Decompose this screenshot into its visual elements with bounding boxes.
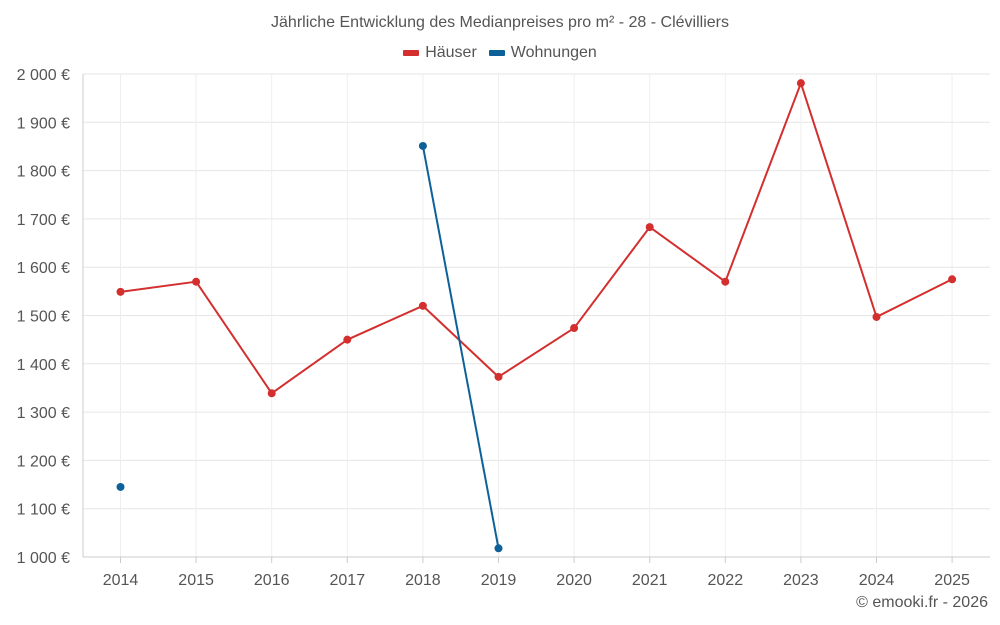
y-tick-label: 1 900 € (17, 115, 70, 132)
data-point-haeuser (343, 335, 352, 344)
x-tick-label: 2016 (254, 572, 290, 589)
series-line-haeuser (120, 82, 953, 395)
y-tick-label: 1 000 € (17, 550, 70, 567)
data-point-haeuser (192, 277, 201, 286)
data-point-haeuser (645, 223, 654, 232)
legend-label-wohnungen: Wohnungen (510, 44, 597, 61)
y-tick-label: 1 400 € (17, 357, 70, 374)
data-point-haeuser (796, 79, 805, 88)
x-tick-label: 2020 (556, 572, 592, 589)
data-point-wohnungen (116, 482, 125, 491)
x-tick-label: 2024 (859, 572, 895, 589)
y-tick-label: 1 500 € (17, 309, 70, 326)
data-point-haeuser (872, 312, 881, 321)
x-tick-label: 2019 (481, 572, 517, 589)
x-tick-label: 2022 (708, 572, 744, 589)
y-tick-label: 2 000 € (17, 67, 70, 84)
legend-swatch-haeuser (403, 50, 420, 56)
legend-label-haeuser: Häuser (425, 44, 477, 61)
series-line-wohnungen (421, 145, 500, 549)
y-tick-label: 1 300 € (17, 405, 70, 422)
data-point-haeuser (267, 389, 276, 398)
legend: Häuser Wohnungen (0, 44, 1000, 62)
y-tick-label: 1 600 € (17, 260, 70, 277)
y-tick-label: 1 700 € (17, 212, 70, 229)
x-tick-label: 2025 (934, 572, 970, 589)
legend-item-haeuser[interactable]: Häuser (403, 44, 477, 62)
x-tick-label: 2021 (632, 572, 668, 589)
x-tick-label: 2014 (103, 572, 139, 589)
data-point-haeuser (948, 275, 957, 284)
y-tick-label: 1 800 € (17, 164, 70, 181)
x-tick-label: 2023 (783, 572, 819, 589)
data-point-haeuser (494, 372, 503, 381)
data-point-wohnungen (494, 544, 503, 553)
copyright-footer: © emooki.fr - 2026 (856, 594, 988, 611)
legend-item-wohnungen[interactable]: Wohnungen (488, 44, 597, 62)
x-tick-label: 2015 (178, 572, 214, 589)
data-point-wohnungen (418, 141, 427, 150)
x-tick-label: 2018 (405, 572, 441, 589)
data-point-haeuser (570, 324, 579, 333)
y-tick-label: 1 100 € (17, 502, 70, 519)
data-point-haeuser (116, 287, 125, 296)
data-point-haeuser (418, 301, 427, 310)
x-tick-label: 2017 (330, 572, 366, 589)
legend-swatch-wohnungen (488, 50, 505, 56)
y-tick-label: 1 200 € (17, 453, 70, 470)
chart-title: Jährliche Entwicklung des Medianpreises … (271, 14, 729, 31)
data-point-haeuser (721, 277, 730, 286)
